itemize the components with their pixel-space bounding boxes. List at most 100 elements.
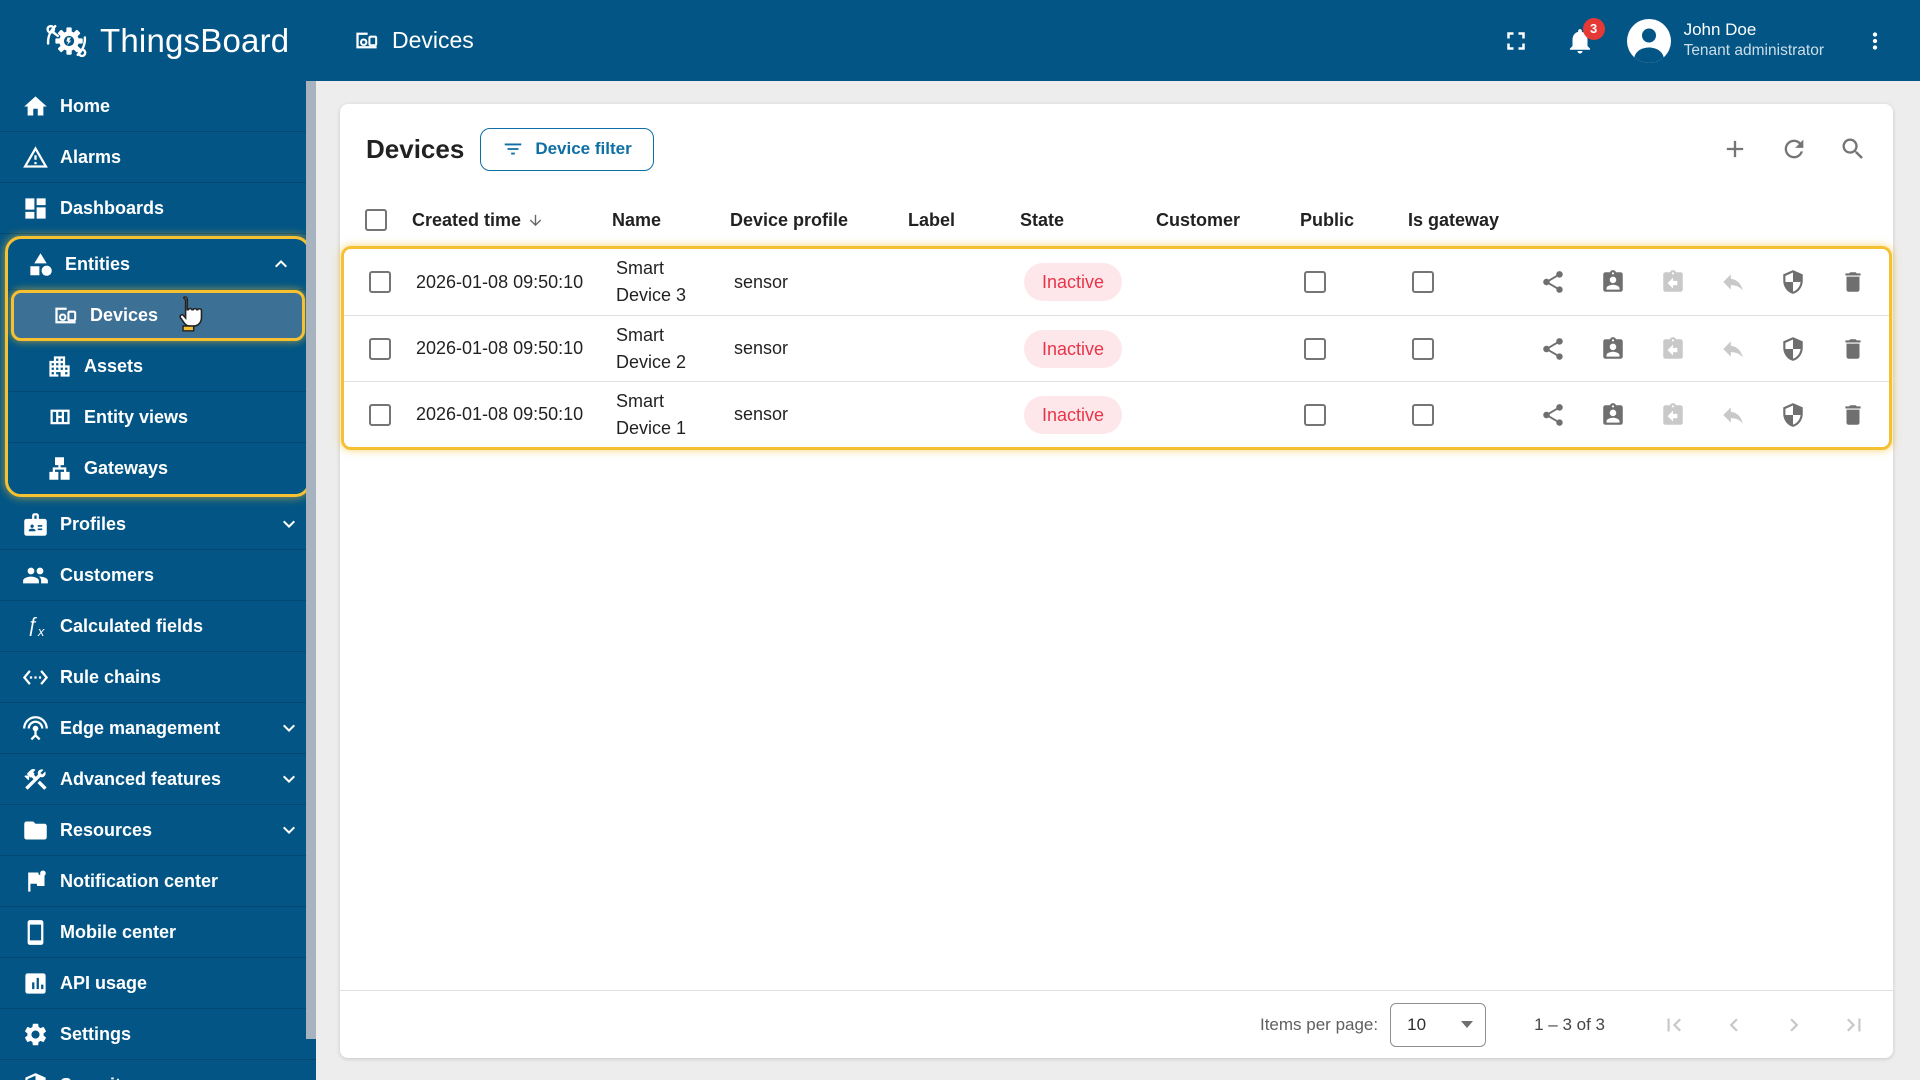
column-header-label[interactable]: Label bbox=[908, 209, 956, 230]
column-header-device-profile[interactable]: Device profile bbox=[730, 209, 849, 230]
card-header: Devices Device filter bbox=[340, 104, 1893, 194]
sidebar-item-security[interactable]: Security bbox=[0, 1060, 316, 1080]
assign-to-customer-button[interactable] bbox=[1600, 336, 1626, 362]
delete-button[interactable] bbox=[1840, 336, 1866, 362]
assign-customer-icon bbox=[1600, 402, 1626, 428]
sidebar-item-entities[interactable]: Entities bbox=[8, 239, 308, 290]
add-device-button[interactable] bbox=[1721, 135, 1749, 163]
make-private-button[interactable] bbox=[1660, 269, 1686, 295]
sidebar-item-entity-views[interactable]: Entity views bbox=[8, 392, 308, 443]
sidebar-item-label: Calculated fields bbox=[60, 615, 204, 636]
sidebar-item-settings[interactable]: Settings bbox=[0, 1009, 316, 1060]
sidebar-item-label: Advanced features bbox=[60, 768, 222, 789]
sidebar-item-customers[interactable]: Customers bbox=[0, 550, 316, 601]
sidebar-item-profiles[interactable]: Profiles bbox=[0, 499, 316, 550]
sidebar-item-mobile-center[interactable]: Mobile center bbox=[0, 907, 316, 958]
assign-customer-icon bbox=[1600, 336, 1626, 362]
topbar-page-title: Devices bbox=[353, 0, 474, 81]
share-button[interactable] bbox=[1540, 402, 1566, 428]
public-checkbox[interactable] bbox=[1304, 271, 1326, 293]
make-private-button[interactable] bbox=[1660, 336, 1686, 362]
column-header-name[interactable]: Name bbox=[612, 209, 662, 230]
status-badge: Inactive bbox=[1024, 329, 1123, 368]
unassign-button[interactable] bbox=[1720, 402, 1746, 428]
last-page-button[interactable] bbox=[1841, 1012, 1867, 1038]
sidebar-item-advanced-features[interactable]: Advanced features bbox=[0, 754, 316, 805]
dropdown-caret-icon bbox=[1461, 1021, 1474, 1028]
is-gateway-checkbox[interactable] bbox=[1412, 271, 1434, 293]
manage-credentials-button[interactable] bbox=[1780, 269, 1806, 295]
fullscreen-button[interactable] bbox=[1501, 26, 1531, 56]
folder-icon bbox=[22, 817, 49, 844]
next-page-button[interactable] bbox=[1781, 1012, 1807, 1038]
chevron-down-icon bbox=[277, 512, 301, 536]
shield-icon bbox=[22, 1072, 49, 1080]
unassign-icon bbox=[1720, 269, 1746, 295]
make-private-button[interactable] bbox=[1660, 402, 1686, 428]
sidebar-item-alarms[interactable]: Alarms bbox=[0, 132, 316, 183]
last-page-icon bbox=[1841, 1012, 1867, 1038]
avatar[interactable] bbox=[1626, 18, 1671, 63]
is-gateway-checkbox[interactable] bbox=[1412, 403, 1434, 426]
sidebar-item-gateways[interactable]: Gateways bbox=[8, 443, 308, 494]
refresh-button[interactable] bbox=[1780, 135, 1808, 163]
sidebar-item-calculated-fields[interactable]: ƒx Calculated fields bbox=[0, 601, 316, 652]
devices-card: Devices Device filter Created time bbox=[340, 104, 1893, 1058]
column-header-state[interactable]: State bbox=[1020, 209, 1065, 230]
thingsboard-logo-icon bbox=[46, 24, 87, 58]
share-button[interactable] bbox=[1540, 269, 1566, 295]
public-checkbox[interactable] bbox=[1304, 337, 1326, 360]
assign-to-customer-button[interactable] bbox=[1600, 402, 1626, 428]
delete-button[interactable] bbox=[1840, 269, 1866, 295]
notifications-button[interactable]: 3 bbox=[1565, 17, 1605, 56]
chevron-up-icon bbox=[269, 252, 293, 276]
public-checkbox[interactable] bbox=[1304, 403, 1326, 426]
sidebar-item-edge-management[interactable]: Edge management bbox=[0, 703, 316, 754]
chevron-left-icon bbox=[1721, 1012, 1747, 1038]
sidebar-item-rule-chains[interactable]: Rule chains bbox=[0, 652, 316, 703]
page-size-select[interactable]: 10 bbox=[1390, 1002, 1487, 1047]
column-header-public[interactable]: Public bbox=[1300, 209, 1355, 230]
is-gateway-checkbox[interactable] bbox=[1412, 337, 1434, 360]
unassign-button[interactable] bbox=[1720, 336, 1746, 362]
sidebar-item-devices[interactable]: Devices bbox=[11, 290, 305, 341]
search-button[interactable] bbox=[1839, 135, 1867, 163]
sidebar-item-label: Entity views bbox=[84, 406, 189, 427]
unassign-button[interactable] bbox=[1720, 269, 1746, 295]
flag-icon bbox=[22, 868, 49, 895]
row-checkbox[interactable] bbox=[369, 403, 391, 426]
column-label: Created time bbox=[412, 209, 522, 230]
column-header-is-gateway[interactable]: Is gateway bbox=[1408, 209, 1500, 230]
table-row[interactable]: 2026-01-08 09:50:10 Smart Device 2 senso… bbox=[344, 315, 1889, 381]
delete-button[interactable] bbox=[1840, 402, 1866, 428]
pagination-bar: Items per page: 10 1 – 3 of 3 bbox=[340, 990, 1893, 1058]
row-checkbox[interactable] bbox=[369, 337, 391, 360]
column-header-created-time[interactable]: Created time bbox=[412, 210, 612, 231]
select-all-checkbox[interactable] bbox=[365, 209, 387, 231]
sidebar-item-home[interactable]: Home bbox=[0, 81, 316, 132]
sidebar-item-api-usage[interactable]: API usage bbox=[0, 958, 316, 1009]
sidebar-item-notification-center[interactable]: Notification center bbox=[0, 856, 316, 907]
chevron-down-icon bbox=[277, 716, 301, 740]
row-checkbox[interactable] bbox=[369, 271, 391, 293]
sidebar-item-resources[interactable]: Resources bbox=[0, 805, 316, 856]
column-header-customer[interactable]: Customer bbox=[1156, 209, 1241, 230]
table-row[interactable]: 2026-01-08 09:50:10 Smart Device 3 senso… bbox=[344, 249, 1889, 315]
search-icon bbox=[1839, 135, 1867, 163]
first-page-button[interactable] bbox=[1661, 1012, 1687, 1038]
share-button[interactable] bbox=[1540, 336, 1566, 362]
sidebar-item-label: Entities bbox=[65, 253, 131, 274]
table-row[interactable]: 2026-01-08 09:50:10 Smart Device 1 senso… bbox=[344, 381, 1889, 447]
sidebar-item-label: Assets bbox=[84, 355, 144, 376]
device-filter-button[interactable]: Device filter bbox=[480, 127, 654, 171]
manage-credentials-button[interactable] bbox=[1780, 336, 1806, 362]
previous-page-button[interactable] bbox=[1721, 1012, 1747, 1038]
manage-credentials-button[interactable] bbox=[1780, 402, 1806, 428]
sidebar-scrollbar[interactable] bbox=[306, 81, 316, 1039]
sidebar-item-dashboards[interactable]: Dashboards bbox=[0, 183, 316, 234]
sidebar-item-assets[interactable]: Assets bbox=[8, 341, 308, 392]
user-menu[interactable]: John Doe Tenant administrator bbox=[1684, 19, 1824, 61]
tools-icon bbox=[22, 766, 49, 793]
more-menu-button[interactable] bbox=[1862, 28, 1888, 54]
assign-to-customer-button[interactable] bbox=[1600, 269, 1626, 295]
